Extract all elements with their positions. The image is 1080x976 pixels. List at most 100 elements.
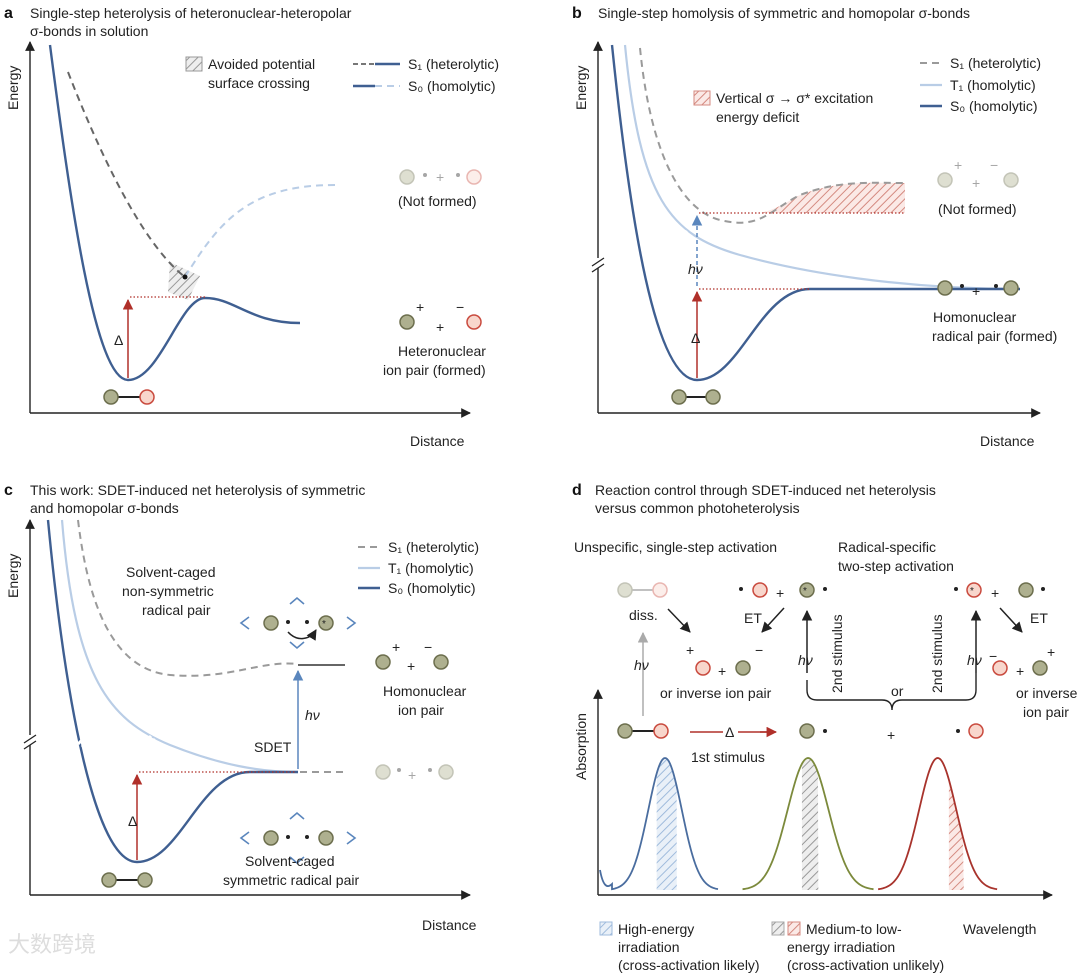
- ion-pair-not-formed: + + −: [937, 157, 1019, 191]
- svg-text:+: +: [776, 585, 784, 601]
- watermark: 大数跨境: [8, 932, 96, 957]
- t1-curve: [60, 519, 299, 774]
- legend-medium-grey-swatch: [771, 921, 785, 936]
- panel-title-line2: and homopolar σ-bonds: [30, 500, 179, 516]
- radical-pair-formed: +: [937, 280, 1019, 299]
- not-formed-label: (Not formed): [398, 193, 477, 209]
- cage-top-label-2: non-symmetric: [122, 583, 214, 599]
- hv-label: hν: [967, 652, 982, 668]
- hv-label: hν: [688, 261, 703, 277]
- svg-text:−: −: [424, 639, 432, 655]
- avoided-crossing-hatch: [168, 262, 200, 300]
- irradiation-band-red: [948, 779, 964, 890]
- absorption-peak-blue: [599, 757, 719, 891]
- ion-pair-formed: + + −: [399, 299, 482, 335]
- cage-bottom-label-2: symmetric radical pair: [223, 872, 359, 888]
- second-stimulus-label-2: 2nd stimulus: [929, 614, 945, 693]
- axis-break-icon: [591, 257, 605, 273]
- axis-break-icon: [23, 734, 37, 750]
- svg-text:*: *: [970, 586, 974, 597]
- panel-title-line1: Reaction control through SDET-induced ne…: [595, 482, 936, 498]
- hv-label: hν: [798, 652, 813, 668]
- radical-green: [799, 723, 815, 739]
- delta-label: Δ: [691, 330, 700, 346]
- s0-curve: [610, 44, 1020, 382]
- y-axis-label: Energy: [5, 66, 21, 110]
- legend-high-energy-label-2: irradiation: [618, 939, 679, 955]
- legend-medium-label-2: energy irradiation: [787, 939, 895, 955]
- panel-a: a Single-step heterolysis of heteronucle…: [4, 5, 499, 449]
- panel-title-line2: σ-bonds in solution: [30, 23, 148, 39]
- svg-text:+: +: [392, 639, 400, 655]
- legend-s1-label: S₁ (heterolytic): [388, 539, 479, 555]
- svg-text:+: +: [436, 319, 444, 335]
- curve-break-icon: [76, 734, 92, 749]
- svg-text:−: −: [989, 648, 997, 664]
- legend-high-energy-label: High-energy: [618, 921, 694, 937]
- s0-curve: [48, 44, 301, 382]
- panel-d: d Reaction control through SDET-induced …: [572, 482, 1078, 973]
- radical-pair-faded: +: [375, 764, 454, 783]
- absorption-peak-red: [877, 757, 998, 891]
- sdet-label: SDET: [254, 739, 292, 755]
- legend-high-energy-label-3: (cross-activation likely): [618, 957, 760, 973]
- legend-s0-label: S₀ (homolytic): [950, 98, 1038, 114]
- second-stimulus-label: 2nd stimulus: [829, 614, 845, 693]
- x-axis-label: Distance: [410, 433, 465, 449]
- delta-label: Δ: [725, 724, 734, 740]
- cage-chevrons-icon: [239, 596, 357, 650]
- solvent-cage-symmetric: [239, 811, 357, 865]
- svg-text:+: +: [718, 663, 726, 679]
- energy-deficit-hatch: [760, 182, 905, 213]
- radical-pair-excited-green: + *: [739, 582, 827, 601]
- inverse-ion-pair-label: or inverse: [1016, 685, 1078, 701]
- svg-text:+: +: [954, 157, 962, 173]
- inverse-ion-pair-label-2: ion pair: [1023, 704, 1069, 720]
- molecule-heteronuclear: [103, 389, 155, 405]
- svg-text:*: *: [803, 586, 807, 597]
- irradiation-band-green: [801, 758, 819, 890]
- y-axis-label: Energy: [573, 66, 589, 110]
- legend-s1-label: S₁ (heterolytic): [408, 56, 499, 72]
- excited-molecule-faded: [617, 582, 668, 598]
- s0-homolytic-diabatic-curve: [184, 184, 336, 278]
- legend-s0-label: S₀ (homolytic): [388, 580, 476, 596]
- radical-dot: [956, 729, 960, 733]
- legend-medium-label-3: (cross-activation unlikely): [787, 957, 944, 973]
- diss-label: diss.: [629, 607, 658, 623]
- absorption-peak-green: [742, 757, 874, 891]
- delta-label: Δ: [114, 332, 123, 348]
- plus-sign: +: [887, 727, 895, 743]
- x-axis-label: Distance: [980, 433, 1035, 449]
- legend-hatch-label-2: energy deficit: [716, 109, 799, 125]
- et-arrow: [761, 607, 785, 633]
- legend-medium-label: Medium-to low-: [806, 921, 902, 937]
- legend-t1-label: T₁ (homolytic): [950, 77, 1036, 93]
- svg-text:+: +: [991, 585, 999, 601]
- panel-title-line2: versus common photoheterolysis: [595, 500, 800, 516]
- svg-text:+: +: [1016, 663, 1024, 679]
- ion-pair: + + −: [686, 642, 763, 679]
- t1-curve: [623, 44, 1021, 291]
- diss-arrow: [667, 608, 691, 633]
- s0-curve: [46, 519, 298, 864]
- solvent-cage-nonsymmetric: *: [239, 596, 357, 650]
- legend-hatch-label-2: surface crossing: [208, 75, 310, 91]
- cage-top-label: Solvent-caged: [126, 564, 216, 580]
- svg-text:+: +: [407, 658, 415, 674]
- product-label-2: ion pair (formed): [383, 362, 486, 378]
- x-axis-label: Distance: [422, 917, 477, 933]
- product-label: Homonuclear: [933, 309, 1017, 325]
- curve-break-icon: [616, 256, 632, 271]
- panel-label: d: [572, 482, 582, 499]
- legend-hatch-swatch: [693, 90, 711, 106]
- hv-label: hν: [305, 707, 320, 723]
- panel-label: a: [4, 5, 13, 22]
- product-label: Homonuclear: [383, 683, 467, 699]
- curve-break-icon: [141, 734, 157, 749]
- panel-b: b Single-step homolysis of symmetric and…: [572, 5, 1057, 449]
- legend-s1-label: S₁ (heterolytic): [950, 55, 1041, 71]
- svg-text:−: −: [456, 299, 464, 315]
- cage-bottom-label: Solvent-caged: [245, 853, 335, 869]
